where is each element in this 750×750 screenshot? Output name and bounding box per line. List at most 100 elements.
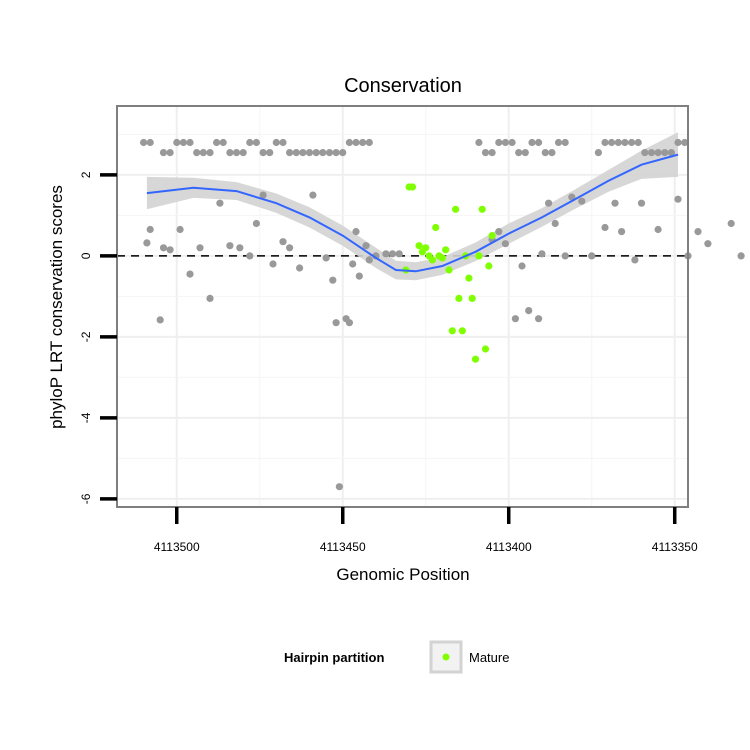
data-point-other bbox=[704, 240, 712, 248]
data-point-other bbox=[545, 199, 553, 207]
data-point-other bbox=[518, 262, 526, 270]
data-point-other bbox=[159, 244, 168, 252]
data-point-other bbox=[618, 228, 626, 236]
data-point-other bbox=[206, 149, 214, 157]
x-tick-label: 4113500 bbox=[154, 540, 200, 554]
data-point-other bbox=[488, 149, 496, 157]
data-point-other bbox=[541, 149, 549, 157]
data-point-mature bbox=[465, 274, 473, 282]
x-tick-label: 4113400 bbox=[486, 540, 532, 554]
data-point-other bbox=[349, 260, 357, 268]
data-point-other bbox=[325, 149, 334, 157]
data-point-other bbox=[299, 149, 307, 157]
data-point-mature bbox=[478, 205, 486, 213]
data-point-other bbox=[634, 138, 642, 147]
data-point-mature bbox=[448, 327, 456, 335]
data-point-other bbox=[521, 149, 529, 157]
data-point-other bbox=[305, 149, 314, 157]
data-point-other bbox=[176, 225, 184, 234]
data-point-other bbox=[608, 138, 616, 147]
legend-label: Mature bbox=[469, 650, 509, 665]
points-mature bbox=[402, 183, 496, 363]
data-point-other bbox=[481, 149, 490, 157]
data-point-other bbox=[355, 272, 363, 280]
chart-title: Conservation bbox=[344, 75, 462, 97]
data-point-mature bbox=[438, 254, 446, 262]
data-point-other bbox=[538, 250, 546, 258]
data-point-other bbox=[535, 315, 543, 323]
data-point-other bbox=[232, 149, 241, 157]
data-point-other bbox=[309, 191, 317, 199]
data-point-other bbox=[332, 319, 340, 327]
data-point-other bbox=[395, 250, 403, 258]
data-point-other bbox=[143, 239, 151, 247]
data-point-other bbox=[156, 316, 164, 324]
data-point-mature bbox=[432, 223, 440, 232]
data-point-other bbox=[146, 225, 154, 234]
data-point-mature bbox=[408, 183, 417, 191]
data-point-mature bbox=[445, 266, 453, 274]
data-point-other bbox=[345, 319, 353, 327]
data-point-other bbox=[213, 138, 221, 147]
y-tick-label: -6 bbox=[79, 493, 93, 504]
data-point-other bbox=[179, 138, 187, 147]
x-tick-label: 4113350 bbox=[652, 540, 698, 554]
data-point-other bbox=[246, 252, 254, 260]
data-point-other bbox=[561, 138, 569, 147]
data-point-other bbox=[252, 219, 260, 228]
data-point-other bbox=[359, 138, 367, 147]
plot-panel bbox=[117, 106, 688, 507]
data-point-other bbox=[159, 149, 168, 157]
data-point-mature bbox=[422, 244, 430, 252]
data-point-other bbox=[501, 138, 509, 147]
data-point-other bbox=[641, 149, 649, 157]
y-axis-title: phyloP LRT conservation scores bbox=[47, 185, 66, 429]
data-point-other bbox=[647, 149, 656, 157]
data-point-other bbox=[501, 240, 509, 248]
data-point-other bbox=[525, 307, 533, 315]
data-point-other bbox=[631, 256, 639, 264]
data-point-other bbox=[196, 244, 204, 252]
data-point-other bbox=[193, 149, 201, 157]
data-point-other bbox=[292, 149, 300, 157]
data-point-other bbox=[495, 138, 503, 147]
data-point-other bbox=[362, 242, 370, 250]
data-point-mature bbox=[455, 294, 463, 302]
x-tick-label: 4113450 bbox=[320, 540, 366, 554]
legend-key-marker bbox=[442, 653, 450, 661]
y-axis: 2 0 -2 -4 -6 bbox=[79, 171, 117, 504]
data-point-other bbox=[601, 138, 609, 147]
data-point-mature bbox=[458, 327, 466, 335]
data-point-other bbox=[365, 138, 373, 147]
data-point-other bbox=[727, 219, 735, 228]
data-point-mature bbox=[468, 294, 476, 302]
data-point-other bbox=[621, 138, 629, 147]
data-point-other bbox=[339, 149, 347, 157]
data-point-mature bbox=[488, 232, 496, 240]
data-point-other bbox=[319, 149, 327, 157]
data-point-other bbox=[661, 149, 669, 157]
data-point-other bbox=[266, 149, 274, 157]
data-point-other bbox=[388, 250, 397, 258]
data-point-other bbox=[166, 149, 174, 157]
data-point-other bbox=[352, 138, 360, 147]
data-point-other bbox=[259, 191, 267, 199]
data-point-other bbox=[246, 138, 254, 147]
data-point-other bbox=[322, 254, 330, 262]
data-point-other bbox=[654, 225, 662, 234]
data-point-other bbox=[279, 238, 287, 246]
data-point-other bbox=[694, 228, 702, 236]
x-axis-title: Genomic Position bbox=[336, 565, 469, 584]
y-tick-label: 0 bbox=[79, 252, 93, 259]
data-point-other bbox=[186, 270, 194, 278]
data-point-other bbox=[515, 149, 523, 157]
data-point-other bbox=[535, 138, 543, 147]
data-point-other bbox=[382, 250, 390, 258]
data-point-other bbox=[588, 252, 596, 260]
data-point-other bbox=[329, 276, 337, 284]
data-point-mature bbox=[471, 355, 480, 363]
data-point-other bbox=[475, 138, 483, 147]
data-point-other bbox=[272, 138, 280, 147]
data-point-other bbox=[186, 138, 194, 147]
